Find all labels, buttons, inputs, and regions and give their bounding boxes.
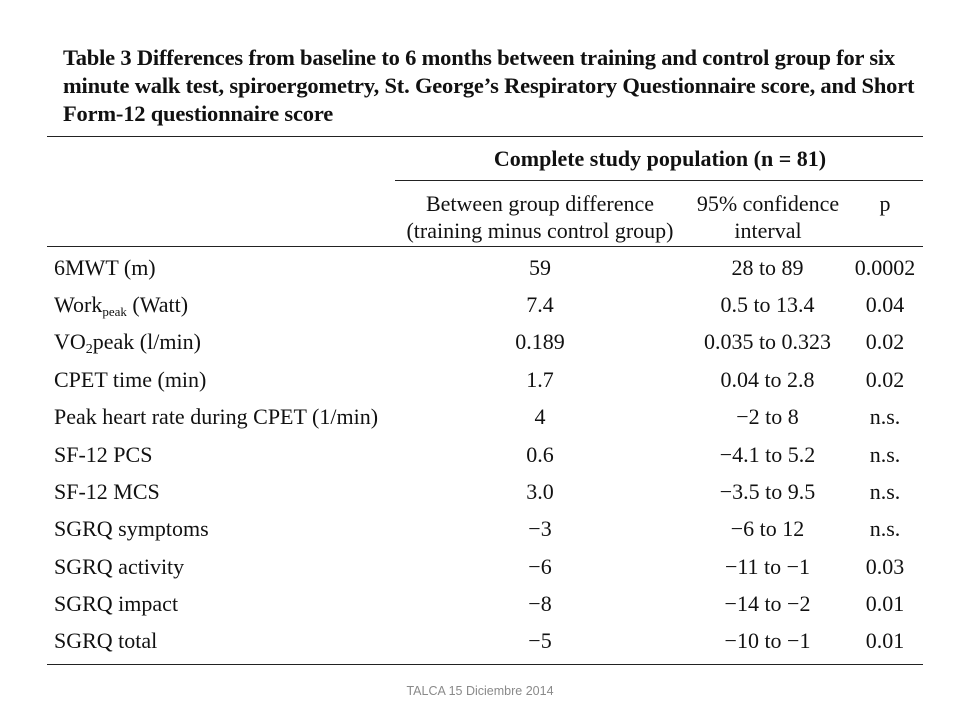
row-p: n.s. <box>869 442 901 467</box>
table-caption: Table 3 Differences from baseline to 6 m… <box>63 45 915 126</box>
col-header-ci-line2: interval <box>734 218 802 243</box>
row-ci: 28 to 89 <box>731 255 804 280</box>
header-rule <box>47 246 923 247</box>
row-ci: −2 to 8 <box>736 404 799 429</box>
row-p: 0.04 <box>865 292 905 317</box>
table-row: Workpeak (Watt) 7.4 0.5 to 13.4 0.04 <box>0 292 960 330</box>
row-label-rest: (Watt) <box>126 292 189 317</box>
row-label: SGRQ symptoms <box>54 516 209 541</box>
row-p: 0.01 <box>865 591 905 616</box>
row-difference: 7.4 <box>526 292 554 317</box>
row-difference: −3 <box>528 516 552 541</box>
table-row: 6MWT (m) 59 28 to 89 0.0002 <box>0 255 960 293</box>
row-p: 0.02 <box>865 367 905 392</box>
row-label: SGRQ activity <box>54 554 185 579</box>
row-ci: −14 to −2 <box>724 591 811 616</box>
bottom-rule <box>47 664 923 665</box>
top-rule <box>47 136 923 137</box>
col-header-p: p <box>879 191 891 216</box>
table-row: SGRQ total −5 −10 to −1 0.01 <box>0 628 960 666</box>
row-difference: −5 <box>528 628 552 653</box>
table-row: VO2peak (l/min) 0.189 0.035 to 0.323 0.0… <box>0 329 960 367</box>
row-ci: −6 to 12 <box>730 516 805 541</box>
row-ci: 0.04 to 2.8 <box>720 367 815 392</box>
row-label-subscript: 2 <box>85 342 93 357</box>
row-label-subscript: peak <box>102 304 127 319</box>
table-row: Peak heart rate during CPET (1/min) 4 −2… <box>0 404 960 442</box>
row-ci: −4.1 to 5.2 <box>719 442 816 467</box>
row-p: 0.02 <box>865 329 905 354</box>
row-label-main: Work <box>54 292 103 317</box>
row-difference: 4 <box>534 404 546 429</box>
row-difference: 0.6 <box>526 442 554 467</box>
table-row: SGRQ activity −6 −11 to −1 0.03 <box>0 554 960 592</box>
row-p: n.s. <box>869 404 901 429</box>
table-row: CPET time (min) 1.7 0.04 to 2.8 0.02 <box>0 367 960 405</box>
col-header-ci-line1: 95% confidence <box>696 191 840 216</box>
col-header-difference: Between group difference (training minus… <box>395 190 685 244</box>
row-label: Workpeak (Watt) <box>54 292 188 320</box>
row-p: n.s. <box>869 479 901 504</box>
row-ci: −10 to −1 <box>724 628 811 653</box>
row-ci: −3.5 to 9.5 <box>719 479 816 504</box>
table-row: SF-12 MCS 3.0 −3.5 to 9.5 n.s. <box>0 479 960 517</box>
table-row: SGRQ symptoms −3 −6 to 12 n.s. <box>0 516 960 554</box>
row-p: n.s. <box>869 516 901 541</box>
col-header-difference-line1: Between group difference <box>425 191 655 216</box>
row-label: SF-12 PCS <box>54 442 153 467</box>
row-label: VO2peak (l/min) <box>54 329 201 358</box>
group-header: Complete study population (n = 81) <box>493 146 827 171</box>
row-label: 6MWT (m) <box>54 255 156 280</box>
table-row: SF-12 PCS 0.6 −4.1 to 5.2 n.s. <box>0 442 960 480</box>
col-header-difference-line2: (training minus control group) <box>406 218 674 243</box>
row-difference: 0.189 <box>515 329 565 354</box>
row-difference: 59 <box>529 255 551 280</box>
row-label: SGRQ total <box>54 628 158 653</box>
group-rule <box>395 180 923 181</box>
row-p: 0.03 <box>865 554 905 579</box>
row-ci: −11 to −1 <box>724 554 811 579</box>
row-ci: 0.035 to 0.323 <box>703 329 832 354</box>
row-label: SF-12 MCS <box>54 479 160 504</box>
col-header-ci: 95% confidence interval <box>688 190 848 244</box>
row-difference: −6 <box>528 554 552 579</box>
row-label-main: VO <box>54 329 86 354</box>
row-difference: 1.7 <box>526 367 554 392</box>
row-difference: 3.0 <box>526 479 554 504</box>
row-p: 0.01 <box>865 628 905 653</box>
row-ci: 0.5 to 13.4 <box>720 292 815 317</box>
row-p: 0.0002 <box>854 255 916 280</box>
row-label-rest: peak (l/min) <box>92 329 201 354</box>
row-difference: −8 <box>528 591 552 616</box>
row-label: Peak heart rate during CPET (1/min) <box>54 404 379 429</box>
table-row: SGRQ impact −8 −14 to −2 0.01 <box>0 591 960 629</box>
row-label: SGRQ impact <box>54 591 179 616</box>
slide-footer: TALCA 15 Diciembre 2014 <box>406 684 554 698</box>
row-label: CPET time (min) <box>54 367 207 392</box>
